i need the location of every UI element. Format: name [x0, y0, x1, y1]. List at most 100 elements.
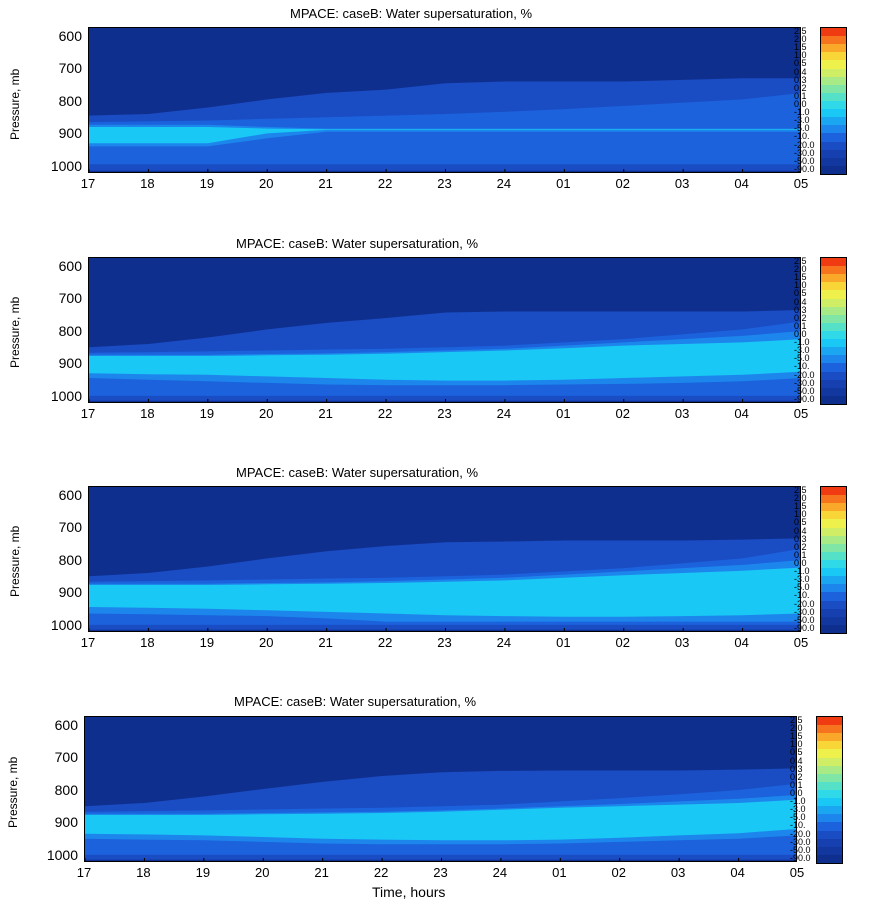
- x-tick-label: 03: [674, 176, 690, 191]
- y-axis-label: Pressure, mb: [6, 756, 20, 828]
- colorbar-tick-label: -1.0: [794, 107, 810, 118]
- colorbar-tick-label: 1.5: [794, 501, 807, 512]
- colorbar-tick-label: -30.0: [790, 836, 811, 847]
- y-tick-label: 700: [58, 60, 82, 77]
- colorbar-segment: [817, 830, 842, 839]
- colorbar-segment: [817, 814, 842, 823]
- colorbar-segment: [821, 551, 846, 560]
- heatmap-svg: [89, 487, 800, 631]
- colorbar-segment: [821, 511, 846, 520]
- x-tick-label: 02: [615, 635, 630, 650]
- y-tick-label: 900: [58, 355, 82, 372]
- colorbar-tick-label: -3.0: [794, 115, 810, 126]
- y-tick-label: 1000: [50, 616, 82, 633]
- x-tick-label: 18: [136, 865, 151, 880]
- colorbar-tick-label: 0.1: [794, 549, 807, 560]
- y-tick-label: 1000: [50, 157, 82, 174]
- colorbar-segment: [817, 717, 842, 726]
- x-tick-label: 18: [140, 176, 155, 191]
- y-tick-label: 600: [58, 257, 82, 274]
- contour-band-3: [89, 567, 800, 617]
- colorbar-segment: [821, 282, 846, 291]
- x-tick-label: 18: [140, 406, 155, 421]
- colorbar-tick-label: 0.4: [794, 525, 807, 536]
- colorbar-segment: [821, 60, 846, 69]
- colorbar-tick-label: -30.0: [794, 606, 815, 617]
- colorbar-segment: [817, 806, 842, 815]
- colorbar-tick-label: 0.0: [794, 329, 807, 339]
- y-tick-label: 900: [54, 814, 78, 831]
- colorbar-tick-label: -5.0: [794, 582, 810, 593]
- colorbar-segment: [821, 543, 846, 552]
- chart-title: MPACE: caseB: Water supersaturation, %: [236, 465, 479, 480]
- colorbar-segment: [821, 52, 846, 61]
- x-tick-label: 04: [734, 176, 749, 191]
- x-tick-label: 22: [377, 176, 393, 191]
- colorbar-segment: [817, 781, 842, 790]
- plot-area: [84, 716, 797, 862]
- x-tick-label: 04: [734, 406, 749, 421]
- x-tick-label: 17: [76, 865, 92, 880]
- colorbar-segment: [821, 535, 846, 544]
- colorbar-segment: [821, 68, 846, 77]
- colorbar-tick-label: -20.0: [794, 139, 815, 150]
- x-tick-label: 05: [789, 865, 805, 880]
- colorbar-segment: [821, 379, 846, 388]
- colorbar-tick-label: -5.0: [794, 353, 810, 364]
- colorbar-segment: [821, 608, 846, 617]
- x-tick-label: 23: [437, 635, 452, 650]
- y-tick-label: 600: [58, 486, 82, 503]
- x-tick-label: 01: [556, 635, 571, 650]
- colorbar-tick-label: 0.4: [790, 755, 803, 766]
- colorbar-segment: [821, 576, 846, 585]
- colorbar-tick-label: 0.1: [794, 90, 807, 101]
- x-tick-label: 02: [611, 865, 626, 880]
- colorbar-tick-label: 0.5: [790, 747, 803, 758]
- colorbar-tick-label: -20.0: [794, 598, 815, 609]
- colorbar-segment: [821, 600, 846, 609]
- plot-area: [88, 27, 801, 173]
- colorbar-tick-label: 0.4: [794, 66, 807, 77]
- x-tick-label: 23: [433, 865, 448, 880]
- x-tick-label: 03: [670, 865, 686, 880]
- colorbar-segment: [821, 387, 846, 396]
- colorbar-tick-label: -5.0: [794, 123, 810, 134]
- colorbar-tick-label: -3.0: [794, 345, 810, 356]
- colorbar-segment: [821, 306, 846, 315]
- colorbar-tick-label: 0.5: [794, 288, 807, 299]
- colorbar-segment: [821, 322, 846, 331]
- colorbar-tick-label: 0.0: [794, 558, 807, 568]
- colorbar-segment: [821, 44, 846, 53]
- colorbar-tick-label: -10.: [794, 131, 810, 142]
- heatmap-svg: [89, 28, 800, 172]
- x-tick-label: 17: [80, 176, 96, 191]
- colorbar-segment: [817, 749, 842, 758]
- x-tick-label: 05: [793, 635, 809, 650]
- y-axis-label: Pressure, mb: [8, 296, 22, 368]
- colorbar: [820, 27, 847, 175]
- colorbar-segment: [817, 765, 842, 774]
- colorbar-tick-label: 0.2: [794, 541, 807, 552]
- colorbar-segment: [821, 141, 846, 150]
- colorbar-segment: [821, 527, 846, 536]
- x-tick-label: 04: [730, 865, 745, 880]
- colorbar-tick-label: 0.5: [794, 58, 807, 69]
- colorbar-segment: [821, 568, 846, 577]
- colorbar-segment: [821, 117, 846, 126]
- colorbar-tick-label: -90.0: [794, 393, 815, 404]
- colorbar-segment: [821, 165, 846, 174]
- y-tick-label: 1000: [50, 387, 82, 404]
- colorbar-segment: [821, 616, 846, 625]
- x-tick-label: 01: [552, 865, 567, 880]
- x-tick-label: 22: [377, 635, 393, 650]
- colorbar-tick-label: -3.0: [794, 574, 810, 585]
- colorbar-segment: [821, 84, 846, 93]
- colorbar-tick-label: 2.5: [794, 26, 807, 36]
- x-tick-label: 20: [259, 176, 274, 191]
- x-tick-label: 19: [199, 635, 215, 650]
- y-tick-label: 800: [58, 92, 82, 109]
- colorbar-tick-label: -90.0: [794, 622, 815, 633]
- colorbar-tick-label: -90.0: [794, 163, 815, 174]
- x-tick-label: 20: [259, 635, 274, 650]
- colorbar-segment: [821, 290, 846, 299]
